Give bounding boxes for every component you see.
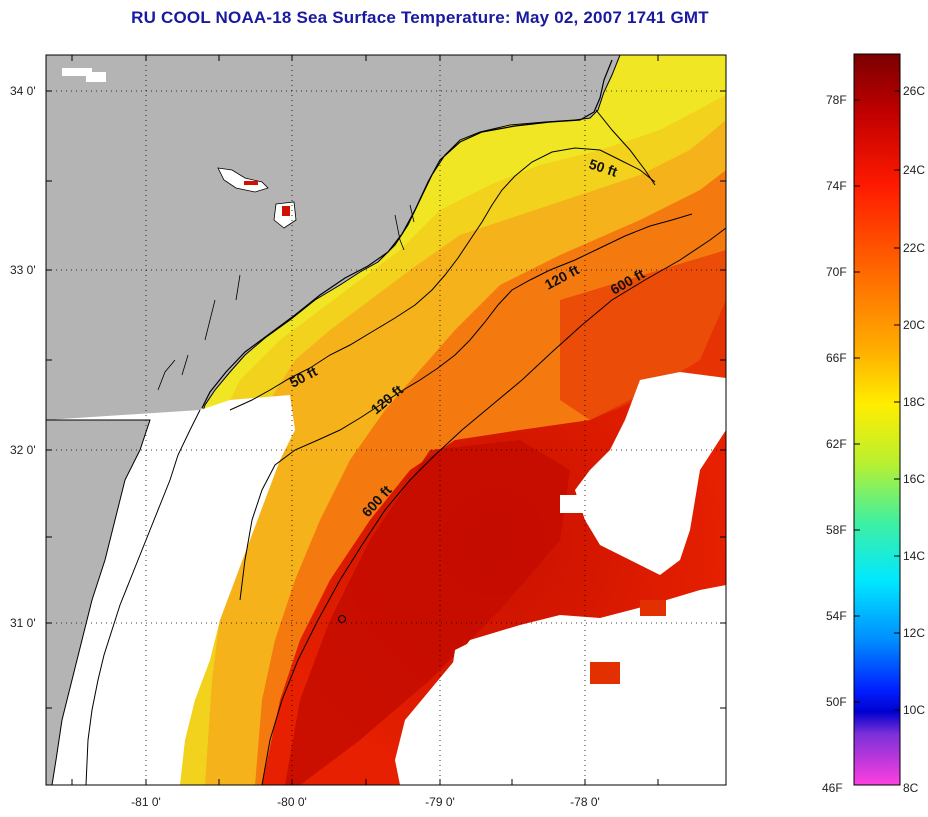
sea-gulfstream-core xyxy=(285,440,570,785)
coastline-north xyxy=(201,59,613,409)
cloud-patch-southeast xyxy=(395,585,726,785)
inland-water xyxy=(62,68,92,76)
cbar-c-12: 12C xyxy=(903,626,925,640)
lat-label-31: 31 0' xyxy=(10,616,36,630)
colorbar-ticks xyxy=(854,90,900,711)
cbar-c-20: 20C xyxy=(903,318,925,332)
cbar-c-24: 24C xyxy=(903,163,925,177)
isobath-50ft xyxy=(229,147,656,411)
cape-fear xyxy=(595,109,656,186)
map-panel: 50 ft 50 ft 120 ft 120 ft 600 ft 600 ft xyxy=(46,55,726,785)
warm-fleck xyxy=(590,662,620,684)
estuary-marks xyxy=(157,204,415,391)
cbar-c-26: 26C xyxy=(903,84,925,98)
cbar-f-46: 46F xyxy=(822,781,843,795)
axis-ticks xyxy=(46,55,726,785)
cbar-f-70: 70F xyxy=(826,265,847,279)
coastline-south xyxy=(85,409,201,785)
cbar-f-66: 66F xyxy=(826,351,847,365)
cbar-f-58: 58F xyxy=(826,523,847,537)
land-south xyxy=(46,419,151,785)
station-marker xyxy=(338,615,346,623)
lake-warm xyxy=(282,206,290,216)
lat-label-32: 32 0' xyxy=(10,443,36,457)
cbar-c-22: 22C xyxy=(903,241,925,255)
lon-label-78: -78 0' xyxy=(570,795,600,809)
cbar-c-10: 10C xyxy=(903,703,925,717)
cbar-f-50: 50F xyxy=(826,695,847,709)
isobath-600ft xyxy=(261,227,726,785)
colorbar xyxy=(853,53,901,786)
isobath-120ft xyxy=(239,213,693,601)
lake-warm xyxy=(244,181,258,185)
map-frame xyxy=(45,54,727,786)
cbar-c-8: 8C xyxy=(903,781,919,795)
lat-label-34: 34 0' xyxy=(10,84,36,98)
inland-water xyxy=(86,72,106,82)
cbar-c-18: 18C xyxy=(903,395,925,409)
graticule xyxy=(46,55,726,785)
cbar-f-74: 74F xyxy=(826,179,847,193)
cloud-patch-east xyxy=(575,372,726,575)
cbar-f-78: 78F xyxy=(826,93,847,107)
cloud-patch-small xyxy=(452,640,475,670)
lake-marion xyxy=(217,167,269,193)
cbar-f-62: 62F xyxy=(826,437,847,451)
warm-fleck xyxy=(640,600,666,616)
lon-label-81: -81 0' xyxy=(131,795,161,809)
lon-label-79: -79 0' xyxy=(425,795,455,809)
cbar-f-54: 54F xyxy=(826,609,847,623)
land-mass xyxy=(46,55,621,421)
cbar-c-14: 14C xyxy=(903,549,925,563)
lon-label-80: -80 0' xyxy=(277,795,307,809)
map-title: RU COOL NOAA-18 Sea Surface Temperature:… xyxy=(131,8,709,27)
cloud-fleck xyxy=(560,495,590,513)
cbar-c-16: 16C xyxy=(903,472,925,486)
lat-label-33: 33 0' xyxy=(10,263,36,277)
